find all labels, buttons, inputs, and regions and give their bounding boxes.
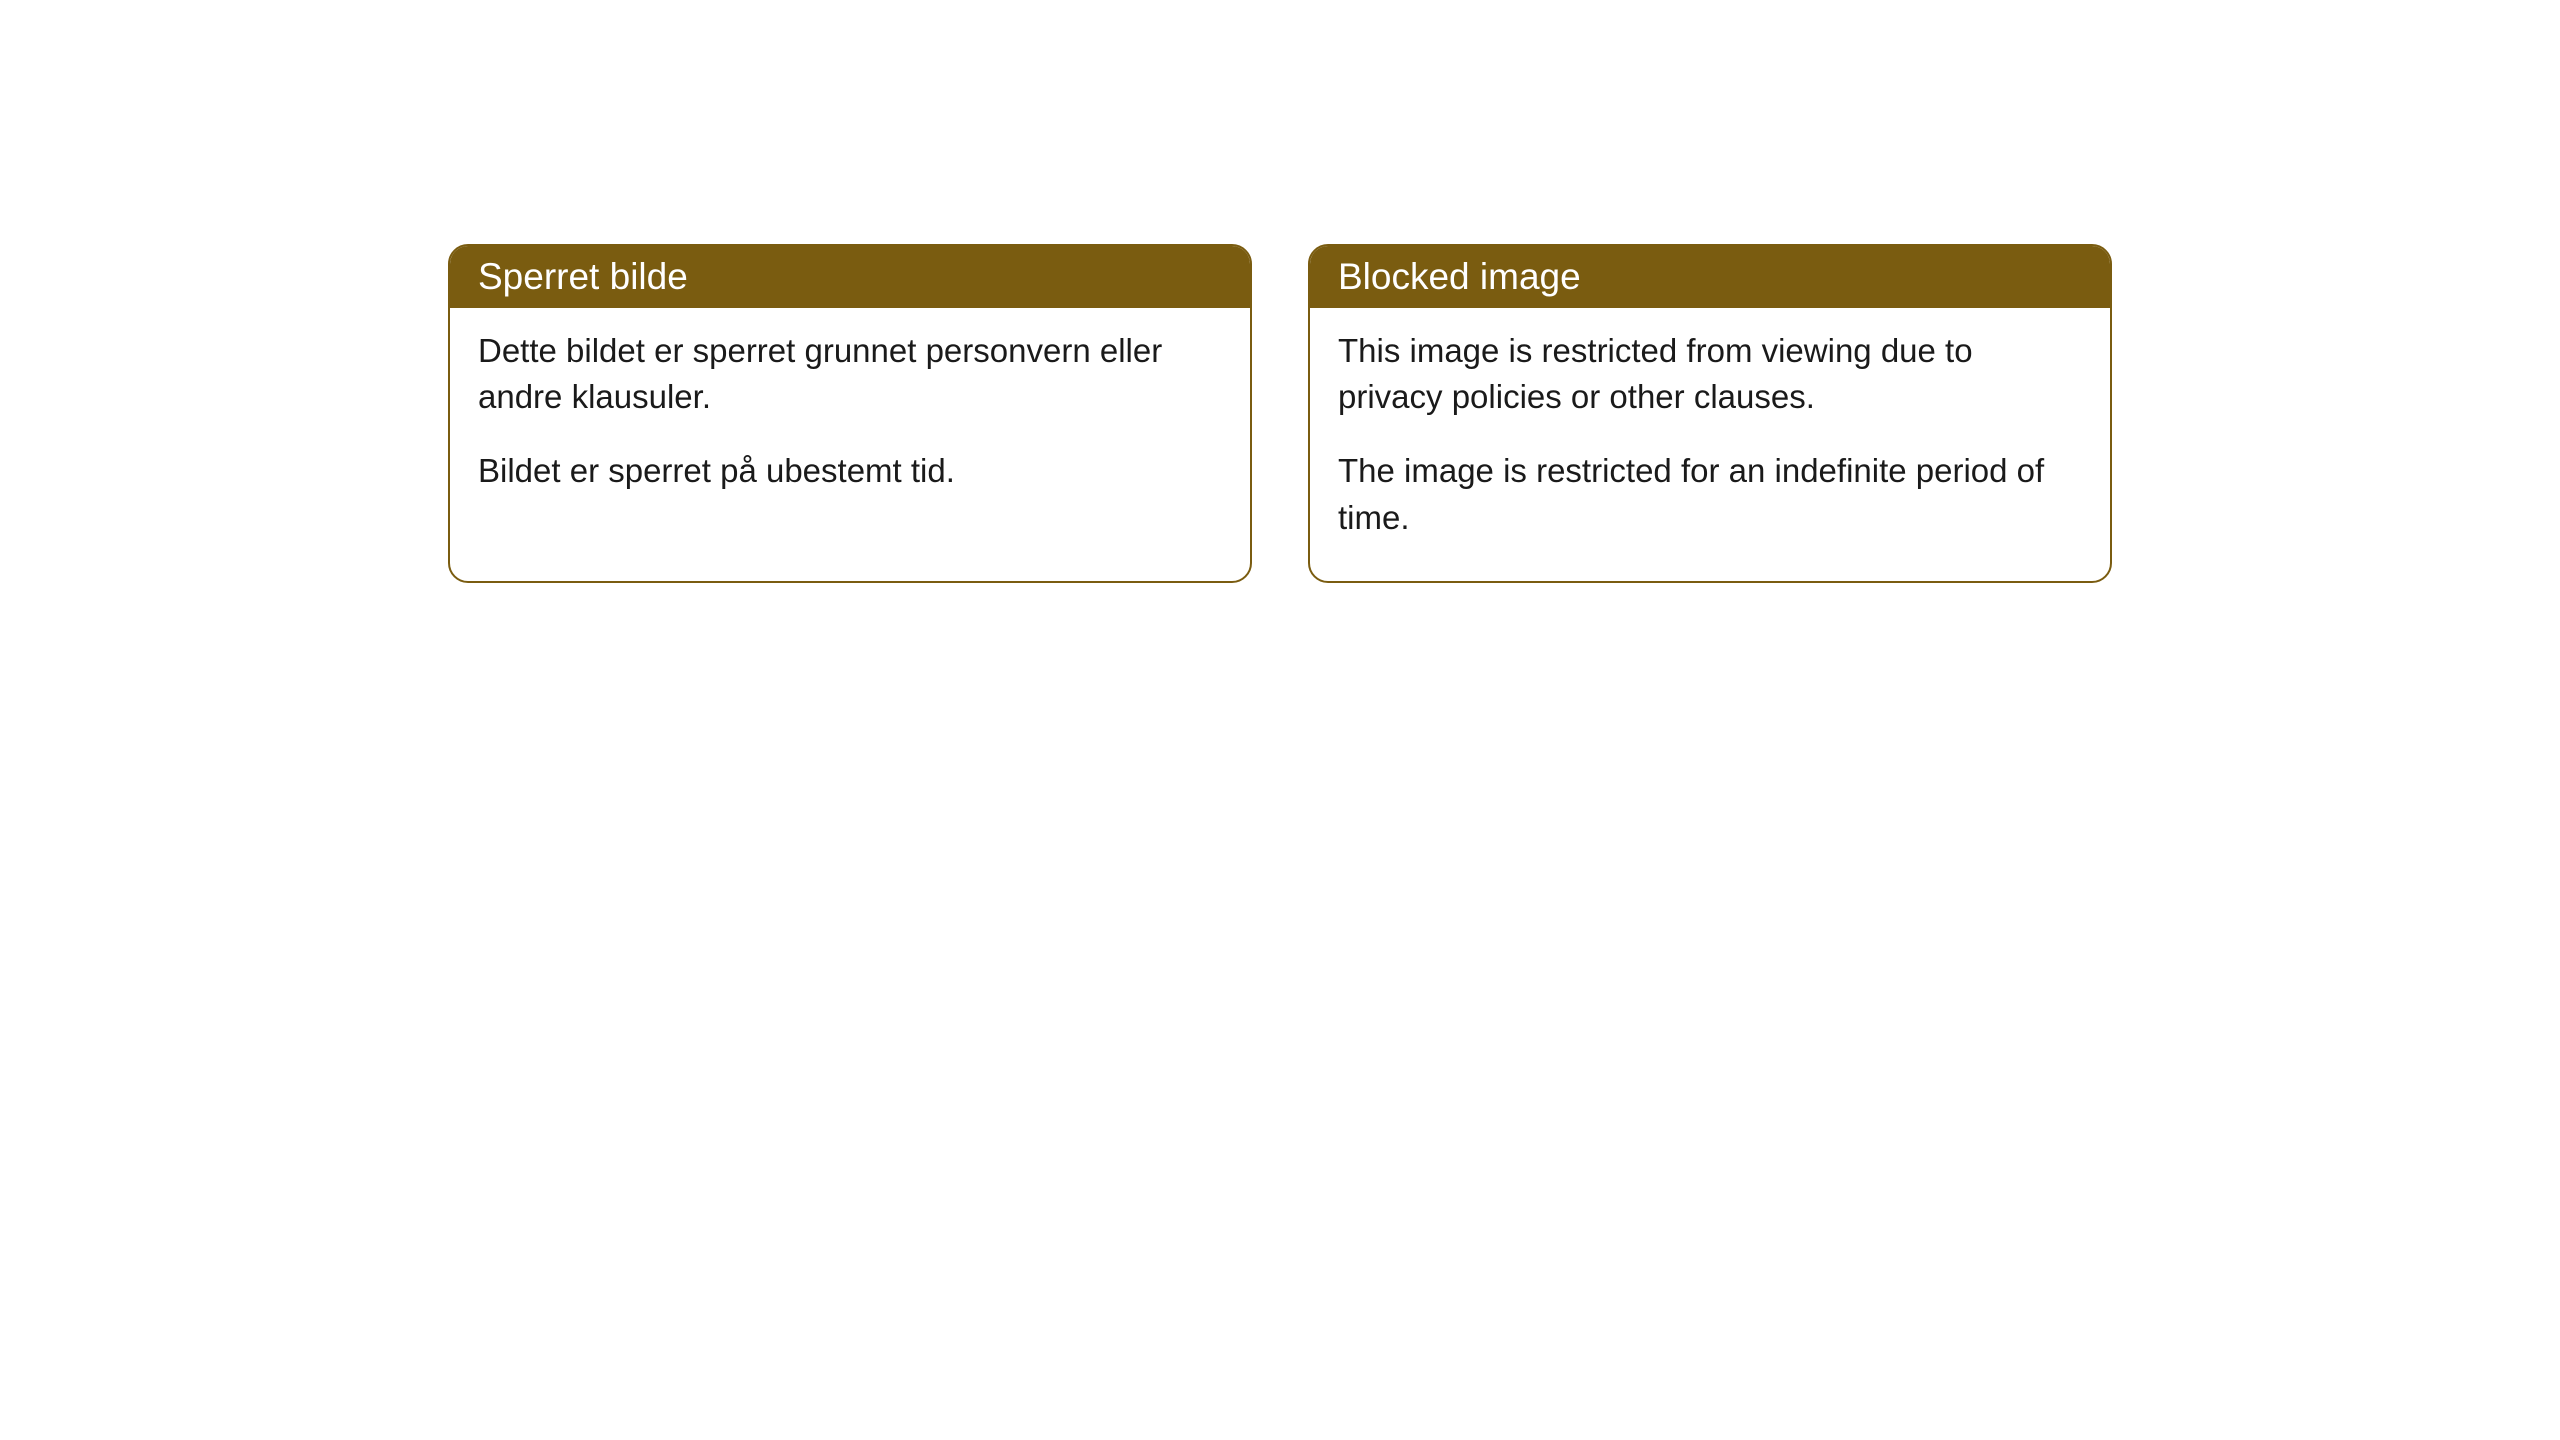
card-header-no: Sperret bilde (450, 246, 1250, 308)
card-header-en: Blocked image (1310, 246, 2110, 308)
card-paragraph-en-1: This image is restricted from viewing du… (1338, 328, 2082, 420)
card-paragraph-en-2: The image is restricted for an indefinit… (1338, 448, 2082, 540)
card-body-no: Dette bildet er sperret grunnet personve… (450, 308, 1250, 535)
card-paragraph-no-2: Bildet er sperret på ubestemt tid. (478, 448, 1222, 494)
card-title-en: Blocked image (1338, 256, 1581, 297)
card-body-en: This image is restricted from viewing du… (1310, 308, 2110, 581)
card-paragraph-no-1: Dette bildet er sperret grunnet personve… (478, 328, 1222, 420)
notice-card-en: Blocked image This image is restricted f… (1308, 244, 2112, 583)
card-title-no: Sperret bilde (478, 256, 688, 297)
notice-cards-container: Sperret bilde Dette bildet er sperret gr… (448, 244, 2112, 583)
notice-card-no: Sperret bilde Dette bildet er sperret gr… (448, 244, 1252, 583)
